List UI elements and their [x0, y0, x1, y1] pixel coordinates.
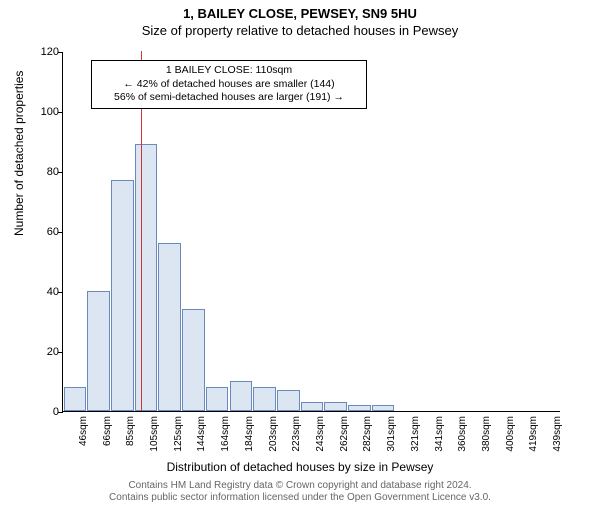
- x-tick-label: 321sqm: [410, 416, 421, 452]
- x-tick-label: 223sqm: [291, 416, 302, 452]
- histogram-bar: [206, 387, 229, 411]
- y-tick-label: 60: [29, 226, 59, 238]
- histogram-bar: [324, 402, 347, 411]
- page-title-address: 1, BAILEY CLOSE, PEWSEY, SN9 5HU: [0, 6, 600, 21]
- annotation-line: 56% of semi-detached houses are larger (…: [98, 91, 360, 105]
- histogram-bar: [277, 390, 300, 411]
- x-tick-label: 184sqm: [244, 416, 255, 452]
- histogram-chart: 02040608010012046sqm66sqm85sqm105sqm125s…: [62, 52, 560, 412]
- x-tick-label: 282sqm: [362, 416, 373, 452]
- y-tick-label: 80: [29, 166, 59, 178]
- x-tick-label: 439sqm: [552, 416, 563, 452]
- histogram-bar: [230, 381, 253, 411]
- x-tick-label: 360sqm: [457, 416, 468, 452]
- x-tick-label: 400sqm: [505, 416, 516, 452]
- annotation-box: 1 BAILEY CLOSE: 110sqm← 42% of detached …: [91, 60, 367, 109]
- y-tick-label: 20: [29, 346, 59, 358]
- x-tick-label: 262sqm: [339, 416, 350, 452]
- histogram-bar: [348, 405, 371, 411]
- x-tick-label: 341sqm: [434, 416, 445, 452]
- plot-region: 02040608010012046sqm66sqm85sqm105sqm125s…: [62, 52, 560, 412]
- x-tick-label: 85sqm: [125, 416, 136, 446]
- histogram-bar: [135, 144, 158, 411]
- histogram-bar: [301, 402, 324, 411]
- footnote: Contains HM Land Registry data © Crown c…: [0, 480, 600, 504]
- x-tick-label: 243sqm: [315, 416, 326, 452]
- y-tick-label: 40: [29, 286, 59, 298]
- x-tick-label: 46sqm: [78, 416, 89, 446]
- x-tick-label: 301sqm: [386, 416, 397, 452]
- y-tick-label: 100: [29, 106, 59, 118]
- footnote-line-1: Contains HM Land Registry data © Crown c…: [0, 480, 600, 492]
- y-tick-label: 0: [29, 406, 59, 418]
- annotation-line: ← 42% of detached houses are smaller (14…: [98, 78, 360, 92]
- x-axis-label: Distribution of detached houses by size …: [0, 460, 600, 474]
- x-tick-label: 105sqm: [149, 416, 160, 452]
- x-tick-label: 419sqm: [528, 416, 539, 452]
- x-tick-label: 164sqm: [220, 416, 231, 452]
- x-tick-label: 66sqm: [102, 416, 113, 446]
- page-subtitle: Size of property relative to detached ho…: [0, 23, 600, 38]
- histogram-bar: [372, 405, 395, 411]
- histogram-bar: [182, 309, 205, 411]
- histogram-bar: [253, 387, 276, 411]
- y-tick-label: 120: [29, 46, 59, 58]
- footnote-line-2: Contains public sector information licen…: [0, 492, 600, 504]
- y-axis-label: Number of detached properties: [12, 71, 26, 236]
- annotation-line: 1 BAILEY CLOSE: 110sqm: [98, 64, 360, 78]
- x-tick-label: 144sqm: [196, 416, 207, 452]
- x-tick-label: 203sqm: [268, 416, 279, 452]
- histogram-bar: [158, 243, 181, 411]
- histogram-bar: [87, 291, 110, 411]
- x-tick-label: 380sqm: [481, 416, 492, 452]
- histogram-bar: [111, 180, 134, 411]
- histogram-bar: [64, 387, 87, 411]
- x-tick-label: 125sqm: [173, 416, 184, 452]
